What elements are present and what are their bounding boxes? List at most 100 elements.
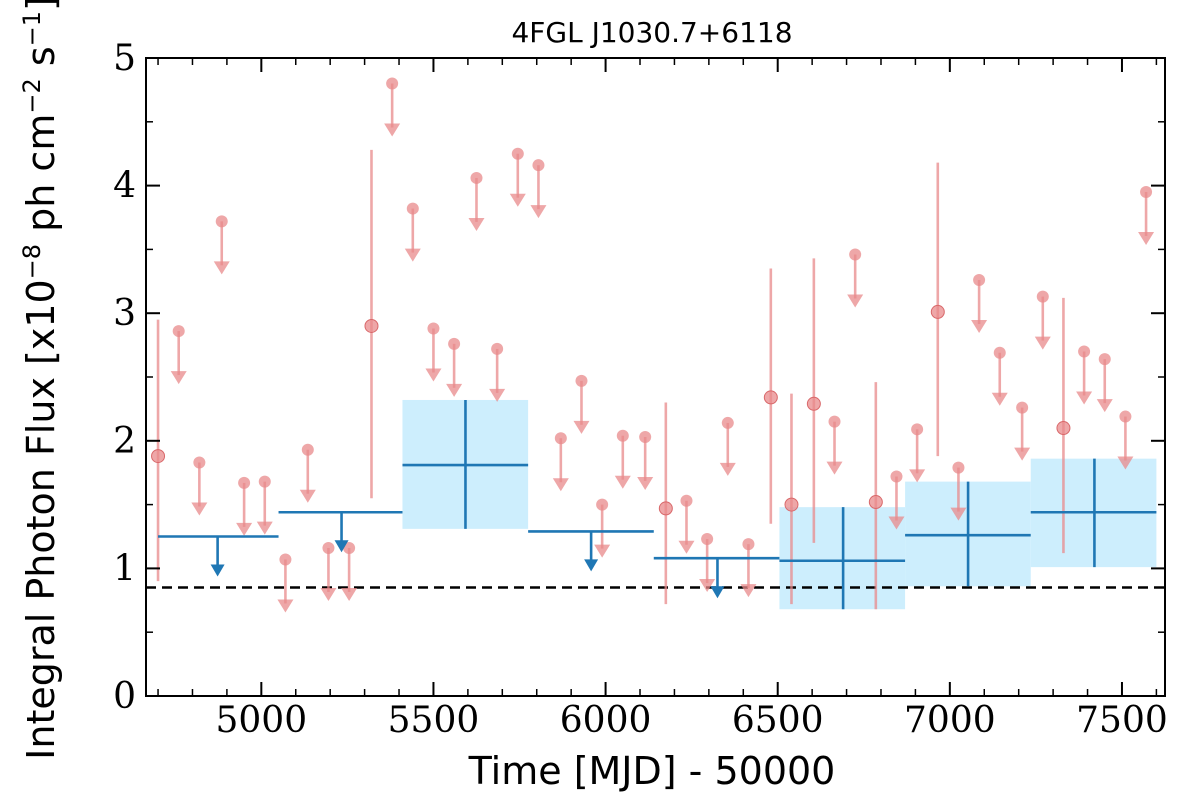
short-bin-detection	[930, 162, 945, 457]
short-bin-upper-limit	[509, 147, 526, 207]
short-bin-upper-limit	[341, 541, 358, 601]
short-bin-point	[1098, 353, 1111, 366]
short-bin-upper-limit	[991, 346, 1008, 406]
short-bin-upper-limit	[299, 443, 316, 503]
long-bin-upper-limit	[528, 530, 654, 572]
upper-limit-arrow	[637, 476, 654, 490]
short-bin-upper-limit	[236, 476, 253, 536]
short-bin-upper-limit	[1117, 410, 1134, 470]
short-bin-upper-limit	[468, 171, 485, 231]
y-axis-title-end: ]	[19, 0, 63, 11]
upper-limit-arrow	[584, 559, 599, 572]
long-bin-detection	[402, 399, 529, 529]
short-bin-point	[301, 443, 314, 456]
short-bin-upper-limit	[256, 475, 273, 535]
data-layer	[151, 77, 1157, 613]
short-bin-upper-limit	[404, 202, 421, 262]
long-bin-detection	[779, 507, 906, 610]
short-bin-detection	[868, 382, 883, 610]
y-axis-title-mid2: s	[19, 46, 63, 78]
short-bin-point	[721, 416, 734, 429]
upper-limit-arrow	[341, 587, 358, 601]
short-bin-point	[952, 461, 965, 474]
upper-limit-arrow	[678, 540, 695, 554]
short-bin-upper-limit	[888, 470, 905, 530]
short-bin-upper-limit	[594, 498, 611, 558]
short-bin-point	[343, 541, 356, 554]
upper-limit-arrow	[826, 461, 843, 475]
short-bin-upper-limit	[191, 456, 208, 516]
short-bin-upper-limit	[384, 77, 401, 137]
upper-limit-arrow	[847, 294, 864, 308]
short-bin-point	[658, 501, 673, 516]
upper-limit-arrow	[950, 507, 967, 521]
short-bin-point	[596, 498, 609, 511]
ticks-layer: 5000 5500 6000 6500 7000 7500 0 1 2 3 4 5	[113, 38, 1168, 741]
short-bin-point	[890, 470, 903, 483]
upper-limit-arrow	[489, 388, 506, 402]
short-bin-upper-limit	[678, 494, 695, 554]
short-bin-upper-limit	[1014, 401, 1031, 461]
short-bin-point	[680, 494, 693, 507]
short-bin-point	[215, 215, 228, 228]
y-tick-label: 4	[113, 166, 136, 207]
upper-limit-arrow	[425, 368, 442, 382]
short-bin-upper-limit	[909, 423, 926, 483]
short-bin-point	[322, 541, 335, 554]
short-bin-upper-limit	[277, 553, 294, 613]
short-bin-detection	[151, 319, 166, 582]
short-bin-point	[1119, 410, 1132, 423]
short-bin-point	[701, 533, 714, 546]
upper-limit-arrow	[446, 383, 463, 397]
y-tick-label: 3	[113, 293, 136, 334]
short-bin-detection	[806, 258, 821, 543]
upper-limit-arrow	[384, 123, 401, 137]
short-bin-point	[491, 342, 504, 355]
x-tick-label: 5000	[216, 700, 308, 741]
short-bin-upper-limit	[1034, 290, 1051, 350]
upper-limit-arrow	[1014, 447, 1031, 461]
upper-limit-arrow	[1117, 456, 1134, 470]
upper-limit-arrow	[594, 544, 611, 558]
short-bin-point	[1078, 345, 1091, 358]
upper-limit-arrow	[236, 522, 253, 536]
short-bin-upper-limit	[213, 215, 230, 275]
short-bin-detection	[658, 402, 673, 605]
upper-limit-arrow	[719, 462, 736, 476]
x-tick-label: 6000	[560, 700, 652, 741]
upper-limit-arrow	[213, 261, 230, 275]
short-bin-upper-limit	[637, 430, 654, 490]
short-bin-upper-limit	[425, 322, 442, 382]
short-bin-point	[151, 449, 166, 464]
short-bin-point	[172, 325, 185, 338]
short-bin-point	[386, 77, 399, 90]
short-bin-detection	[1056, 297, 1071, 554]
short-bin-upper-limit	[950, 461, 967, 521]
upper-limit-arrow	[334, 540, 349, 553]
long-bin-upper-limit	[278, 510, 403, 553]
short-bin-point	[1056, 421, 1071, 436]
y-axis-title-mid: ph cm	[19, 114, 63, 244]
upper-limit-arrow	[277, 599, 294, 613]
y-tick-label: 1	[113, 548, 136, 589]
short-bin-upper-limit	[614, 429, 631, 489]
short-bin-upper-limit	[740, 538, 757, 598]
x-tick-label: 6500	[732, 700, 824, 741]
short-bin-point	[930, 304, 945, 319]
short-bin-upper-limit	[552, 432, 569, 492]
y-tick-label: 2	[113, 421, 136, 462]
short-bin-upper-limit	[446, 337, 463, 397]
upper-limit-arrow	[320, 587, 337, 601]
short-bin-upper-limit	[1096, 353, 1113, 413]
upper-limit-arrow	[256, 521, 273, 535]
short-bin-point	[511, 147, 524, 160]
upper-limit-arrow	[740, 584, 757, 598]
upper-limit-arrow	[552, 478, 569, 492]
long-bin-detection	[1030, 458, 1157, 568]
short-bin-detection	[784, 393, 799, 605]
short-bin-point	[258, 475, 271, 488]
short-bin-point	[1036, 290, 1049, 303]
short-bin-point	[448, 337, 461, 350]
upper-limit-arrow	[971, 320, 988, 334]
